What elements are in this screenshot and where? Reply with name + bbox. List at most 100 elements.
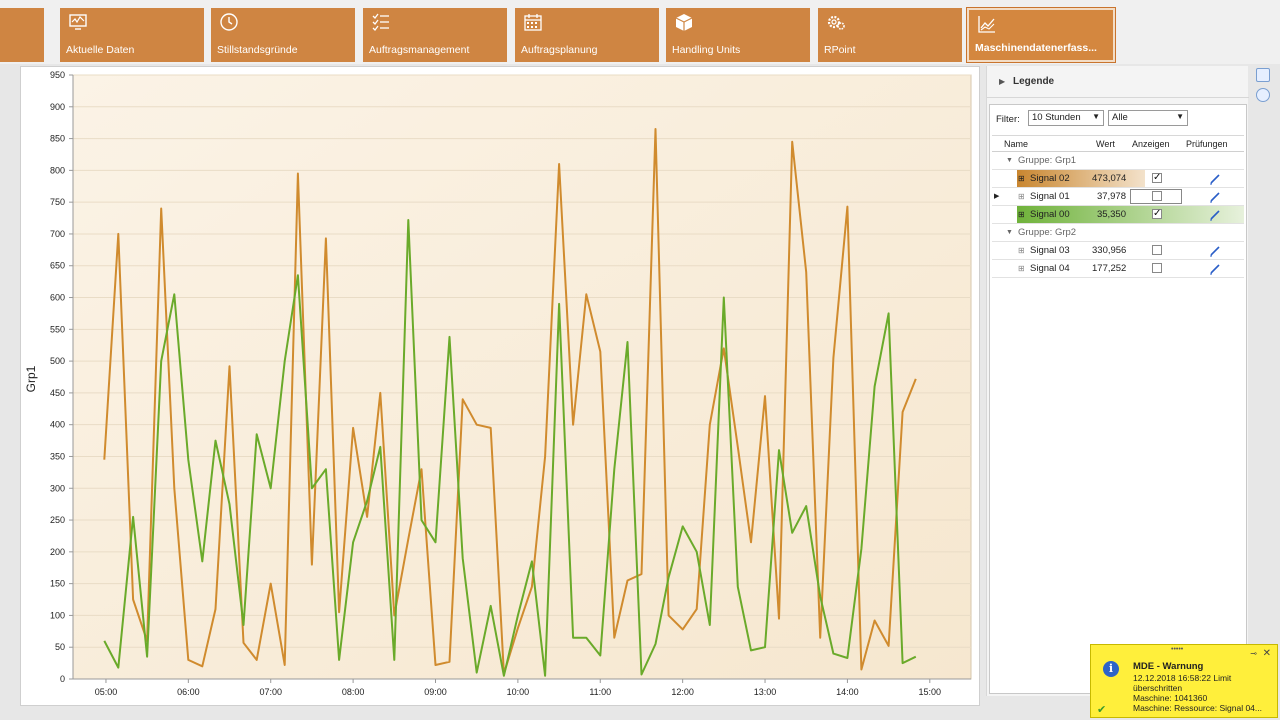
toast-line: Maschine: 1041360 (1133, 693, 1208, 703)
y-tick-label: 750 (50, 197, 65, 207)
legend-header[interactable]: ▶ Legende (987, 66, 1249, 98)
tile-rpoint[interactable]: RPoint (818, 8, 962, 62)
x-tick-label: 12:00 (671, 687, 694, 697)
expand-icon[interactable]: ⊞ (1018, 192, 1025, 201)
group-row[interactable]: ▼ Gruppe: Grp2 (992, 224, 1244, 242)
signal-value: 37,978 (1096, 191, 1126, 202)
y-tick-label: 500 (50, 356, 65, 366)
signal-name: Signal 01 (1030, 191, 1070, 202)
expand-icon[interactable]: ⊞ (1018, 246, 1025, 255)
toast-line: überschritten (1133, 683, 1183, 693)
chevron-down-icon: ▼ (1176, 112, 1184, 121)
drag-grip-icon[interactable]: ••••• (1171, 646, 1184, 653)
y-tick-label: 100 (50, 610, 65, 620)
time-filter-value: 10 Stunden (1032, 112, 1081, 123)
column-name[interactable]: Name (1004, 139, 1029, 149)
series-line-signal-00[interactable] (103, 219, 917, 677)
group-name: Gruppe: Grp2 (1018, 227, 1077, 238)
signal-row[interactable]: ⊞ Signal 00 35,350 ✓ (992, 206, 1244, 224)
column-anzeigen[interactable]: Anzeigen (1132, 139, 1170, 149)
toast-line: Maschine: Ressource: Signal 04... (1133, 703, 1262, 713)
x-tick-label: 09:00 (424, 687, 447, 697)
column-wert[interactable]: Wert (1096, 139, 1115, 149)
edit-pencil-icon[interactable] (1208, 190, 1222, 204)
tile-handling-units[interactable]: Handling Units (666, 8, 810, 62)
y-tick-label: 950 (50, 70, 65, 80)
checkmark-icon: ✔ (1097, 704, 1107, 716)
plot-area (72, 74, 972, 680)
show-checkbox[interactable] (1152, 191, 1162, 201)
tile-maschinendatenerfassung[interactable]: Maschinendatenerfass... (967, 8, 1115, 62)
tile-auftragsmanagement[interactable]: Auftragsmanagement (363, 8, 507, 62)
column-pruefungen[interactable]: Prüfungen (1186, 139, 1228, 149)
signal-row[interactable]: ⊞ Signal 02 473,074 ✓ (992, 170, 1244, 188)
x-tick-label: 07:00 (259, 687, 282, 697)
expand-icon[interactable]: ⊞ (1018, 210, 1025, 219)
show-checkbox[interactable] (1152, 263, 1162, 273)
side-toolbar (1256, 68, 1272, 108)
signal-grid: Name Wert Anzeigen Prüfungen ▼ Gruppe: G… (992, 135, 1244, 278)
signal-row[interactable]: ▶ ⊞ Signal 01 37,978 (992, 188, 1244, 206)
y-tick-label: 550 (50, 324, 65, 334)
x-tick-label: 10:00 (507, 687, 530, 697)
edit-pencil-icon[interactable] (1208, 208, 1222, 222)
x-tick-label: 08:00 (342, 687, 365, 697)
close-icon[interactable]: ✕ (1262, 648, 1271, 659)
expand-arrow-icon[interactable]: ▶ (999, 77, 1006, 86)
y-tick-label: 200 (50, 547, 65, 557)
signal-value: 473,074 (1092, 173, 1127, 184)
clock-icon (220, 13, 238, 31)
row-highlight (1017, 170, 1145, 187)
show-checkbox[interactable] (1152, 245, 1162, 255)
tile-stillstandsgruende[interactable]: Stillstandsgründe (211, 8, 355, 62)
signal-row[interactable]: ⊞ Signal 03 330,956 (992, 242, 1244, 260)
scope-filter-select[interactable]: Alle ▼ (1108, 110, 1188, 126)
signal-row[interactable]: ⊞ Signal 04 177,252 (992, 260, 1244, 278)
tile-auftragsplanung[interactable]: Auftragsplanung (515, 8, 659, 62)
pin-icon[interactable]: ⊸ (1250, 649, 1257, 658)
signal-name: Signal 00 (1030, 209, 1070, 220)
line-chart[interactable]: 0 50 100 150 200 250 300 350 400 450 500 550 600 650 7… (21, 67, 979, 705)
time-filter-select[interactable]: 10 Stunden ▼ (1028, 110, 1104, 126)
gears-icon (827, 15, 845, 30)
y-tick-label: 450 (50, 388, 65, 398)
refresh-icon[interactable] (1256, 88, 1270, 102)
y-tick-label: 250 (50, 515, 65, 525)
warning-toast[interactable]: ••••• ⊸ ✕ i MDE - Warnung 12.12.2018 16:… (1090, 644, 1278, 718)
edit-pencil-icon[interactable] (1208, 172, 1222, 186)
expand-icon[interactable]: ⊞ (1018, 174, 1025, 183)
x-tick-label: 05:00 (95, 687, 118, 697)
zoom-icon[interactable] (1256, 68, 1270, 82)
group-row[interactable]: ▼ Gruppe: Grp1 (992, 152, 1244, 170)
row-pointer-icon: ▶ (994, 193, 1000, 200)
x-tick-label: 15:00 (919, 687, 942, 697)
tile-label: Auftragsmanagement (369, 44, 470, 56)
line-chart-icon (978, 16, 995, 33)
group-name: Gruppe: Grp1 (1018, 155, 1077, 166)
edit-pencil-icon[interactable] (1208, 244, 1222, 258)
y-tick-label: 300 (50, 483, 65, 493)
y-tick-label: 0 (60, 674, 65, 684)
signal-value: 35,350 (1096, 209, 1126, 220)
x-tick-label: 06:00 (177, 687, 200, 697)
legend-panel: ▶ Legende Filter: 10 Stunden ▼ Alle ▼ Na… (986, 66, 1249, 696)
show-checkbox[interactable]: ✓ (1152, 208, 1162, 219)
row-highlight (1017, 206, 1244, 223)
tile-label: Auftragsplanung (521, 44, 598, 56)
tile-label: Stillstandsgründe (217, 44, 298, 56)
edit-pencil-icon[interactable] (1208, 262, 1222, 276)
x-tick-label: 13:00 (754, 687, 777, 697)
y-tick-label: 800 (50, 165, 65, 175)
y-tick-label: 700 (50, 229, 65, 239)
tile-aktuelle-daten[interactable]: Aktuelle Daten (60, 8, 204, 62)
calendar-icon (524, 14, 542, 31)
y-tick-label: 400 (50, 420, 65, 430)
collapse-icon[interactable]: ▼ (1006, 229, 1013, 236)
collapse-icon[interactable]: ▼ (1006, 157, 1013, 164)
signal-name: Signal 04 (1030, 263, 1070, 274)
tile-blank[interactable] (0, 8, 44, 62)
scope-filter-value: Alle (1112, 112, 1128, 123)
show-checkbox[interactable]: ✓ (1152, 172, 1162, 183)
checklist-icon (372, 13, 389, 31)
expand-icon[interactable]: ⊞ (1018, 264, 1025, 273)
